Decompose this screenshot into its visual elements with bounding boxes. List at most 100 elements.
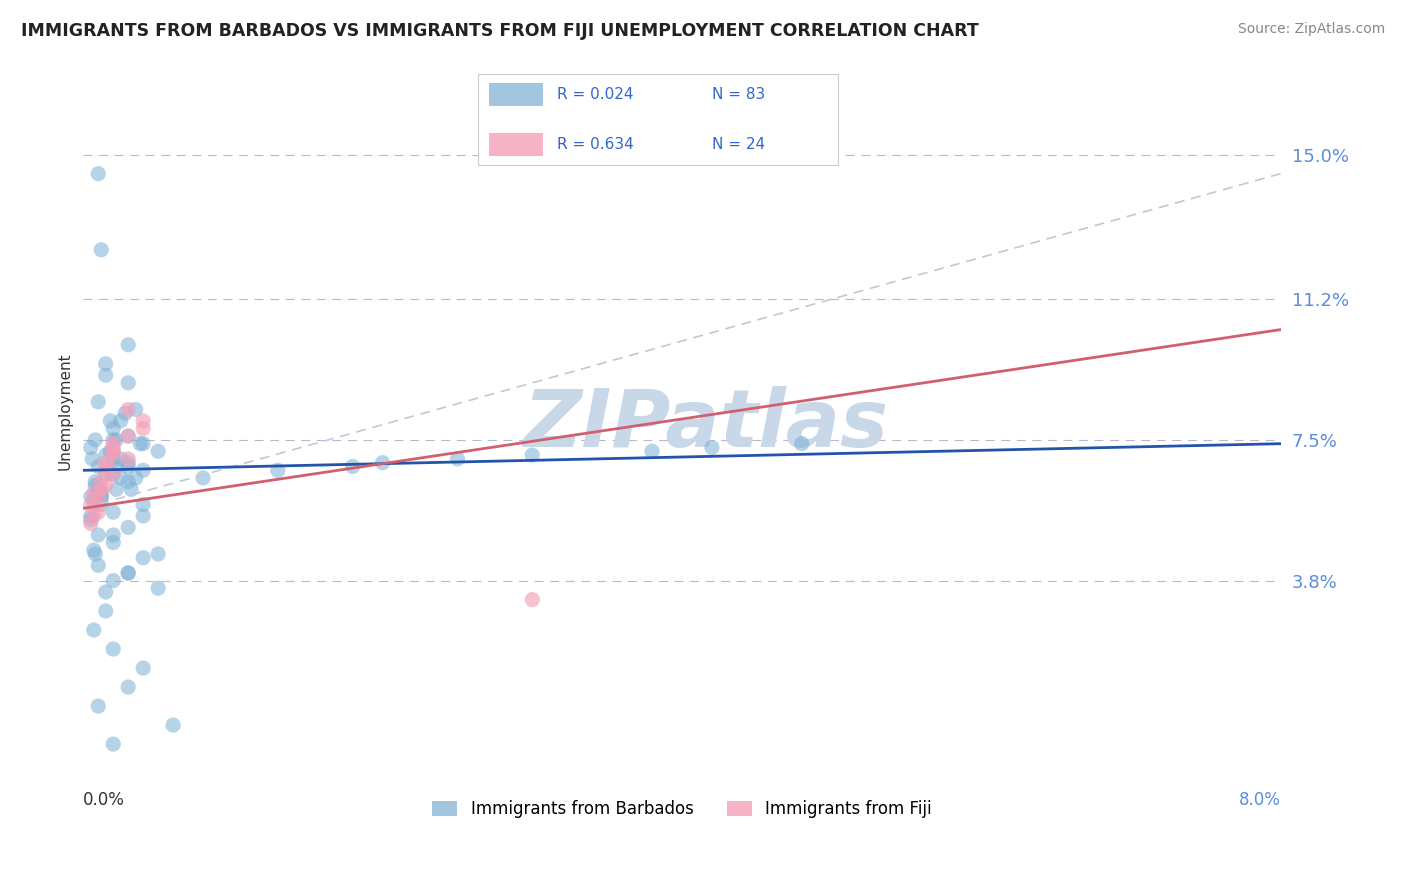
Point: [87, 505, 110, 519]
Point: [110, 471, 132, 485]
Point: [87, 395, 110, 409]
Text: ZIPatlas: ZIPatlas: [523, 386, 889, 465]
Point: [103, 421, 125, 435]
Point: [84, 475, 107, 489]
Point: [132, 414, 155, 428]
Point: [103, 444, 125, 458]
Point: [146, 547, 169, 561]
Point: [80, 498, 103, 512]
Point: [124, 402, 146, 417]
Point: [84, 433, 107, 447]
Text: 0.0%: 0.0%: [83, 791, 125, 809]
Point: [87, 490, 110, 504]
Point: [117, 402, 139, 417]
Point: [90, 490, 112, 504]
Point: [146, 444, 169, 458]
Point: [103, 642, 125, 657]
Point: [80, 513, 103, 527]
Point: [80, 516, 103, 531]
Point: [94, 604, 117, 618]
Point: [80, 441, 103, 455]
Point: [87, 459, 110, 474]
Point: [84, 498, 107, 512]
Point: [117, 680, 139, 694]
Y-axis label: Unemployment: Unemployment: [58, 352, 72, 470]
Point: [84, 547, 107, 561]
Point: [132, 498, 155, 512]
Legend: Immigrants from Barbados, Immigrants from Fiji: Immigrants from Barbados, Immigrants fro…: [426, 794, 938, 825]
Point: [94, 368, 117, 383]
Point: [90, 483, 112, 497]
Point: [129, 436, 152, 450]
Point: [90, 490, 112, 504]
Point: [103, 441, 125, 455]
Point: [83, 486, 105, 500]
Point: [103, 737, 125, 751]
Point: [132, 436, 155, 450]
Point: [641, 444, 664, 458]
Point: [446, 451, 468, 466]
Point: [103, 448, 125, 462]
Point: [110, 414, 132, 428]
Point: [522, 448, 544, 462]
Point: [94, 463, 117, 477]
Point: [82, 451, 104, 466]
Point: [103, 467, 125, 482]
Point: [700, 441, 723, 455]
Text: 8.0%: 8.0%: [1239, 791, 1281, 809]
Point: [117, 459, 139, 474]
Point: [790, 436, 813, 450]
Point: [90, 243, 112, 257]
Point: [103, 574, 125, 588]
Point: [87, 558, 110, 573]
Point: [83, 493, 105, 508]
Point: [103, 433, 125, 447]
Point: [117, 338, 139, 352]
Point: [83, 623, 105, 637]
Point: [87, 528, 110, 542]
Point: [114, 406, 136, 420]
Text: IMMIGRANTS FROM BARBADOS VS IMMIGRANTS FROM FIJI UNEMPLOYMENT CORRELATION CHART: IMMIGRANTS FROM BARBADOS VS IMMIGRANTS F…: [21, 22, 979, 40]
Point: [132, 463, 155, 477]
Point: [342, 459, 364, 474]
Point: [103, 436, 125, 450]
Point: [117, 376, 139, 390]
Point: [80, 508, 103, 523]
Point: [87, 699, 110, 714]
Point: [132, 661, 155, 675]
Point: [132, 508, 155, 523]
Point: [103, 467, 125, 482]
Point: [105, 459, 128, 474]
Point: [522, 592, 544, 607]
Point: [103, 535, 125, 549]
Point: [110, 451, 132, 466]
Point: [90, 486, 112, 500]
Point: [124, 471, 146, 485]
Point: [117, 456, 139, 470]
Point: [94, 459, 117, 474]
Point: [146, 581, 169, 595]
Point: [120, 483, 142, 497]
Point: [94, 456, 117, 470]
Point: [98, 414, 121, 428]
Point: [103, 505, 125, 519]
Point: [117, 566, 139, 580]
Point: [94, 585, 117, 599]
Point: [132, 421, 155, 435]
Point: [117, 451, 139, 466]
Text: Source: ZipAtlas.com: Source: ZipAtlas.com: [1237, 22, 1385, 37]
Point: [117, 429, 139, 443]
Point: [191, 471, 214, 485]
Point: [84, 478, 107, 492]
Point: [94, 357, 117, 371]
Point: [371, 456, 394, 470]
Point: [117, 520, 139, 534]
Point: [105, 483, 128, 497]
Point: [117, 429, 139, 443]
Point: [80, 490, 103, 504]
Point: [132, 550, 155, 565]
Point: [98, 444, 121, 458]
Point: [103, 444, 125, 458]
Point: [103, 451, 125, 466]
Point: [87, 483, 110, 497]
